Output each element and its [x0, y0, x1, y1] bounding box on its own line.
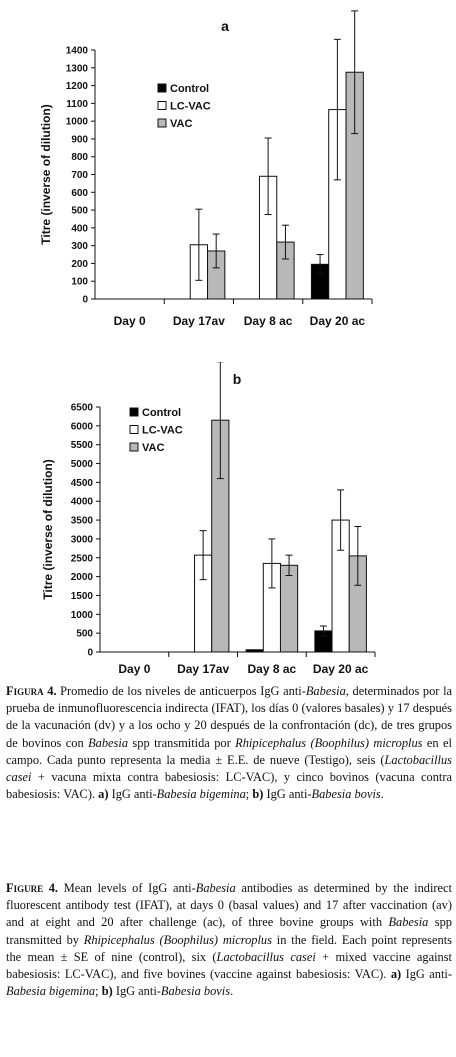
caption-text: Babesia bigemina — [156, 787, 246, 802]
x-category-label: Day 20 ac — [310, 314, 366, 328]
y-tick-label: 5500 — [71, 440, 94, 451]
legend-label-vac: VAC — [170, 118, 192, 130]
y-tick-label: 1100 — [66, 99, 88, 110]
y-tick-label: 4000 — [71, 497, 94, 508]
y-tick-label: 0 — [82, 295, 88, 306]
caption-text: IgG anti- — [401, 967, 453, 982]
y-tick-label: 1300 — [66, 63, 89, 74]
panel-letter: b — [233, 371, 242, 387]
caption-text: spp transmitted by — [6, 915, 452, 947]
caption-text: Babesia — [305, 684, 346, 698]
legend-label-control: Control — [142, 407, 181, 419]
caption-text: Babesia — [388, 915, 429, 930]
legend-swatch-lc-vac — [129, 425, 139, 434]
legend-swatch-lc-vac — [157, 101, 167, 110]
figure-caption-spanish: Figura 4. Promedio de los niveles de ant… — [6, 683, 452, 803]
x-category-label: Day 0 — [114, 314, 146, 328]
caption-text: Lactobacillus casei — [6, 752, 452, 785]
legend-label-lc-vac: LC-VAC — [142, 425, 183, 437]
caption-text: Babesia bigemina — [6, 984, 96, 999]
caption-text: Promedio de los niveles de anticuerpos I… — [56, 684, 306, 698]
y-tick-label: 100 — [71, 277, 88, 288]
caption-text: a) — [390, 967, 402, 982]
legend-label-control: Control — [170, 83, 209, 95]
caption-figure-label: Figure — [6, 881, 44, 895]
caption-text: Rhipicephalus (Boophilus) microplus — [235, 735, 423, 750]
caption-text: spp transmitida por — [128, 735, 236, 750]
legend-swatch-control — [129, 407, 139, 417]
x-category-label: Day 8 ac — [244, 314, 293, 328]
caption-text: ; — [245, 787, 253, 802]
caption-text: Lactobacillus casei — [216, 949, 316, 964]
y-tick-label: 600 — [71, 188, 88, 199]
panel-letter: a — [221, 18, 229, 34]
y-tick-label: 3500 — [71, 516, 94, 527]
caption-figure-number: 4. — [43, 881, 59, 895]
y-tick-label: 1000 — [66, 117, 89, 128]
y-tick-label: 3000 — [71, 534, 94, 545]
y-tick-label: 900 — [71, 134, 88, 145]
y-tick-label: 4500 — [71, 478, 94, 489]
y-tick-label: 2500 — [71, 553, 94, 564]
caption-text: Babesia bovis — [160, 984, 231, 999]
caption-text: en el campo. Cada punto representa la me… — [6, 735, 452, 767]
y-tick-label: 1000 — [71, 610, 94, 621]
caption-figure-number: 4. — [43, 684, 57, 698]
caption-text: Mean levels of IgG anti- — [58, 881, 196, 895]
legend-swatch-vac — [157, 118, 167, 128]
y-tick-label: 700 — [71, 170, 88, 181]
y-tick-label: 800 — [71, 152, 88, 163]
caption-text: a) — [98, 787, 109, 802]
y-tick-label: 6000 — [71, 421, 94, 432]
y-tick-label: 400 — [71, 223, 88, 234]
caption-text: IgG anti- — [112, 984, 161, 999]
caption-text: ; — [95, 984, 102, 999]
legend-label-lc-vac: LC-VAC — [170, 101, 211, 113]
y-tick-label: 2000 — [71, 572, 94, 583]
caption-text: , determinados por la prueba de inmunofl… — [6, 684, 453, 750]
caption-text: . — [380, 787, 384, 802]
legend-label-vac: VAC — [142, 442, 164, 454]
y-tick-label: 6500 — [71, 403, 94, 414]
caption-text: + mixed vaccine against babesiosis: LC-V… — [6, 949, 452, 982]
caption-text: b) — [101, 984, 113, 999]
caption-text: antibodies as determined by the indirect… — [6, 881, 452, 930]
bar-vac — [279, 564, 299, 653]
caption-text: in the field. Each point represents the … — [6, 932, 452, 964]
y-tick-label: 1200 — [66, 81, 89, 92]
y-axis-label: Titre (inverse of dilution) — [41, 459, 55, 599]
caption-text: IgG anti- — [263, 787, 312, 802]
y-tick-label: 300 — [71, 241, 88, 252]
x-category-label: Day 8 ac — [248, 662, 297, 676]
caption-text: Babesia — [195, 881, 236, 895]
x-category-label: Day 17av — [173, 314, 225, 328]
y-tick-label: 5000 — [71, 459, 94, 470]
x-category-label: Day 20 ac — [313, 662, 369, 676]
x-category-label: Day 17av — [177, 662, 229, 676]
x-category-label: Day 0 — [118, 662, 150, 676]
legend-swatch-control — [157, 83, 167, 93]
caption-text: . — [230, 984, 234, 999]
caption-text: Rhipicephalus (Boophilus) microplus — [83, 932, 272, 947]
figure-caption-english: Figure 4. Mean levels of IgG anti-Babesi… — [6, 880, 452, 1000]
bar-control — [245, 649, 264, 653]
y-tick-label: 500 — [76, 629, 93, 640]
chart-a: a 0 100 200 300 400 500 600 700 800 900 1000 1100 120… — [39, 10, 373, 328]
caption-text: IgG anti- — [108, 787, 157, 802]
y-axis-label: Titre (inverse of dilution) — [39, 104, 53, 244]
y-tick-label: 0 — [87, 648, 93, 659]
y-tick-label: 200 — [71, 259, 88, 270]
caption-text: b) — [252, 787, 264, 802]
caption-text: Babesia — [88, 735, 129, 750]
chart-b: b 0 500 1000 1500 2000 2500 3000 3500 4000 4500 500… — [41, 362, 376, 676]
y-tick-label: 500 — [71, 206, 88, 217]
y-tick-label: 1400 — [66, 46, 89, 57]
caption-text: + vacuna mixta contra babesiosis: LC-VAC… — [6, 770, 452, 802]
y-tick-label: 1500 — [71, 591, 94, 602]
legend-swatch-vac — [129, 442, 139, 452]
caption-figure-label: Figura — [6, 684, 44, 698]
caption-text: Babesia bovis — [311, 787, 381, 802]
